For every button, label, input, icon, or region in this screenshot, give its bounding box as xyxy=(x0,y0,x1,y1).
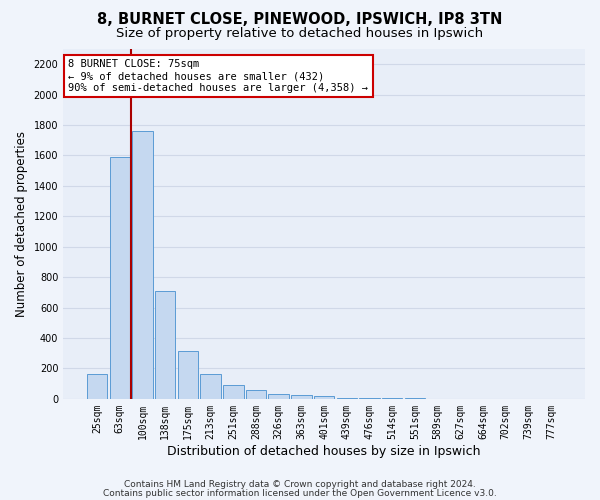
Text: Contains public sector information licensed under the Open Government Licence v3: Contains public sector information licen… xyxy=(103,489,497,498)
X-axis label: Distribution of detached houses by size in Ipswich: Distribution of detached houses by size … xyxy=(167,444,481,458)
Bar xyxy=(337,398,357,399)
Bar xyxy=(382,398,403,399)
Text: Contains HM Land Registry data © Crown copyright and database right 2024.: Contains HM Land Registry data © Crown c… xyxy=(124,480,476,489)
Text: 8, BURNET CLOSE, PINEWOOD, IPSWICH, IP8 3TN: 8, BURNET CLOSE, PINEWOOD, IPSWICH, IP8 … xyxy=(97,12,503,28)
Bar xyxy=(268,394,289,399)
Bar xyxy=(291,395,311,399)
Text: 8 BURNET CLOSE: 75sqm
← 9% of detached houses are smaller (432)
90% of semi-deta: 8 BURNET CLOSE: 75sqm ← 9% of detached h… xyxy=(68,60,368,92)
Bar xyxy=(200,374,221,399)
Bar xyxy=(314,396,334,399)
Text: Size of property relative to detached houses in Ipswich: Size of property relative to detached ho… xyxy=(116,28,484,40)
Bar xyxy=(404,398,425,399)
Bar xyxy=(246,390,266,399)
Bar xyxy=(110,157,130,399)
Bar xyxy=(87,374,107,399)
Bar xyxy=(155,291,175,399)
Bar xyxy=(132,131,153,399)
Bar xyxy=(359,398,380,399)
Bar xyxy=(178,351,198,399)
Bar xyxy=(223,385,244,399)
Y-axis label: Number of detached properties: Number of detached properties xyxy=(15,131,28,317)
